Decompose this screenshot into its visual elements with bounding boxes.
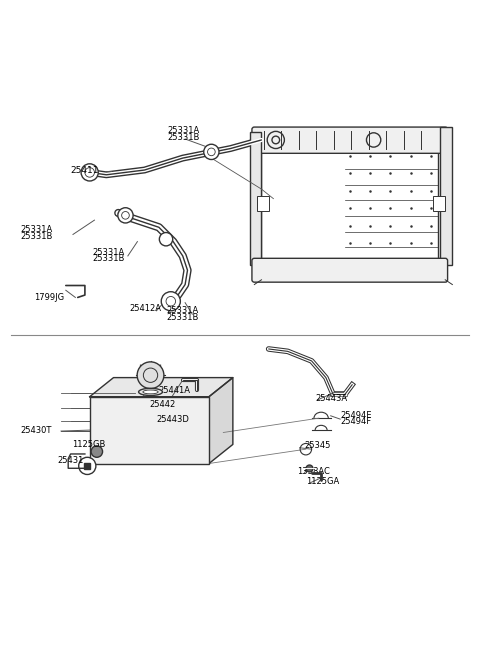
Text: 25412A: 25412A — [129, 305, 161, 313]
Ellipse shape — [139, 388, 162, 396]
Text: 1799JG: 1799JG — [34, 293, 64, 302]
Text: 25494F: 25494F — [340, 417, 372, 426]
Text: 1338AC: 1338AC — [297, 467, 330, 476]
Text: 25443D: 25443D — [156, 415, 190, 424]
Text: 25331B: 25331B — [92, 254, 124, 263]
Circle shape — [79, 457, 96, 474]
Text: 1125GA: 1125GA — [306, 477, 339, 485]
Ellipse shape — [143, 390, 158, 394]
Polygon shape — [209, 378, 233, 464]
FancyBboxPatch shape — [252, 127, 447, 153]
Text: 25331B: 25331B — [21, 232, 53, 241]
Circle shape — [161, 291, 180, 310]
Text: 25430T: 25430T — [21, 426, 52, 435]
Bar — [257, 196, 269, 210]
Text: 25494E: 25494E — [340, 411, 372, 421]
Circle shape — [81, 164, 98, 181]
Bar — [250, 132, 262, 265]
Circle shape — [137, 362, 164, 388]
Text: 25431: 25431 — [58, 456, 84, 464]
Circle shape — [91, 446, 103, 457]
Text: 25411: 25411 — [71, 166, 99, 174]
Text: 25441A: 25441A — [159, 386, 191, 395]
Bar — [262, 151, 438, 265]
Circle shape — [204, 144, 219, 160]
Circle shape — [159, 233, 173, 246]
FancyBboxPatch shape — [252, 258, 447, 282]
Polygon shape — [90, 378, 233, 397]
Text: 25331A: 25331A — [168, 126, 200, 136]
Text: 25442: 25442 — [149, 400, 176, 409]
Circle shape — [118, 208, 133, 223]
Text: 1125GB: 1125GB — [72, 440, 106, 449]
Bar — [90, 397, 209, 464]
Text: 25331A: 25331A — [166, 307, 198, 315]
Text: 25331B: 25331B — [168, 133, 200, 142]
Bar — [441, 127, 452, 265]
Bar — [433, 196, 445, 210]
Text: 25331A: 25331A — [92, 248, 124, 257]
Text: 25331A: 25331A — [21, 225, 53, 234]
Text: 25345: 25345 — [304, 441, 331, 451]
Text: 25331B: 25331B — [166, 313, 198, 322]
Text: 25443A: 25443A — [315, 394, 348, 403]
